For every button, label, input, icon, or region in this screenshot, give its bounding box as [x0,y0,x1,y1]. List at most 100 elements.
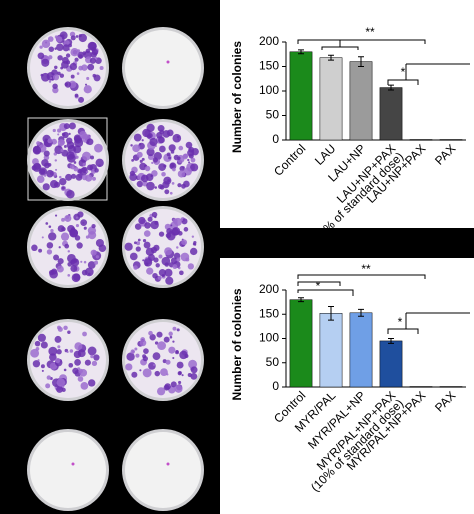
colony [85,48,91,54]
colony [168,156,172,160]
colony [85,170,89,174]
colony [141,157,145,161]
colony [60,232,70,241]
colony [131,158,134,162]
colony [147,216,153,222]
annotation: ** [361,262,371,276]
colony [133,265,138,270]
colony [41,58,50,67]
colony [71,462,75,466]
bar [409,139,433,141]
colony [99,65,104,71]
colony [77,51,85,59]
colony [42,183,50,191]
colony [190,163,199,172]
colony [145,173,154,181]
colony [34,340,41,347]
colony [168,144,176,152]
colony [191,235,195,238]
colony [187,158,190,162]
colony [87,164,94,171]
colony [58,246,61,249]
colony [90,354,94,359]
colony [54,145,63,155]
colony [177,170,186,178]
colony [165,276,174,285]
colony [81,151,91,161]
colony [46,242,54,249]
annotation: * [398,315,403,329]
colony [169,163,175,168]
colony [78,34,82,38]
error-bar [358,56,364,67]
colony [158,184,164,190]
y-tick-label: 50 [266,355,280,369]
colony [152,352,161,361]
colony [78,96,85,103]
colony [164,383,171,390]
colony [83,260,87,264]
colony [142,355,148,362]
colony [59,177,67,186]
colony [160,368,168,377]
colony [68,132,71,135]
colony [73,166,79,172]
colony [41,72,50,82]
colony [139,159,143,163]
colony [143,241,151,249]
colony [48,225,52,228]
bar [349,312,373,388]
colony [66,350,69,354]
colony [142,259,145,262]
colony [139,339,147,347]
colony [65,173,73,181]
colony [70,74,75,79]
dish-inner [125,322,201,398]
colony [52,83,58,89]
colony [67,274,71,277]
colony [68,80,77,89]
colony [78,65,84,71]
colony [139,369,142,372]
colony [177,371,182,376]
colony [55,168,58,171]
colony [91,46,96,52]
colony [88,231,97,240]
colony [153,244,160,251]
colony [164,247,173,256]
error-bar [358,308,364,317]
colony [72,367,79,375]
colony [36,141,41,146]
colony [181,183,186,189]
bar [319,313,343,388]
colony [135,353,140,358]
colony [67,154,76,163]
colony [80,219,88,227]
colony [70,48,79,57]
colony [84,267,94,277]
colony [83,85,92,94]
colony [171,182,175,185]
y-axis-label: Number of colonies [230,41,244,153]
colony [158,163,166,171]
colony [43,150,50,157]
colony [32,360,41,368]
colony [94,168,99,173]
colony [177,231,183,236]
colony [191,147,199,156]
colony [87,261,96,269]
colony [153,257,159,263]
colony [52,74,60,81]
colony [75,224,80,228]
colony [93,354,100,361]
colony [176,156,181,161]
colony [66,189,75,199]
bar [349,61,373,141]
colony [190,157,196,163]
colony [188,359,198,369]
y-tick-label: 200 [259,282,279,296]
y-tick-label: 0 [272,379,279,393]
colony [62,131,69,139]
colony [95,255,100,259]
colony [57,55,63,61]
